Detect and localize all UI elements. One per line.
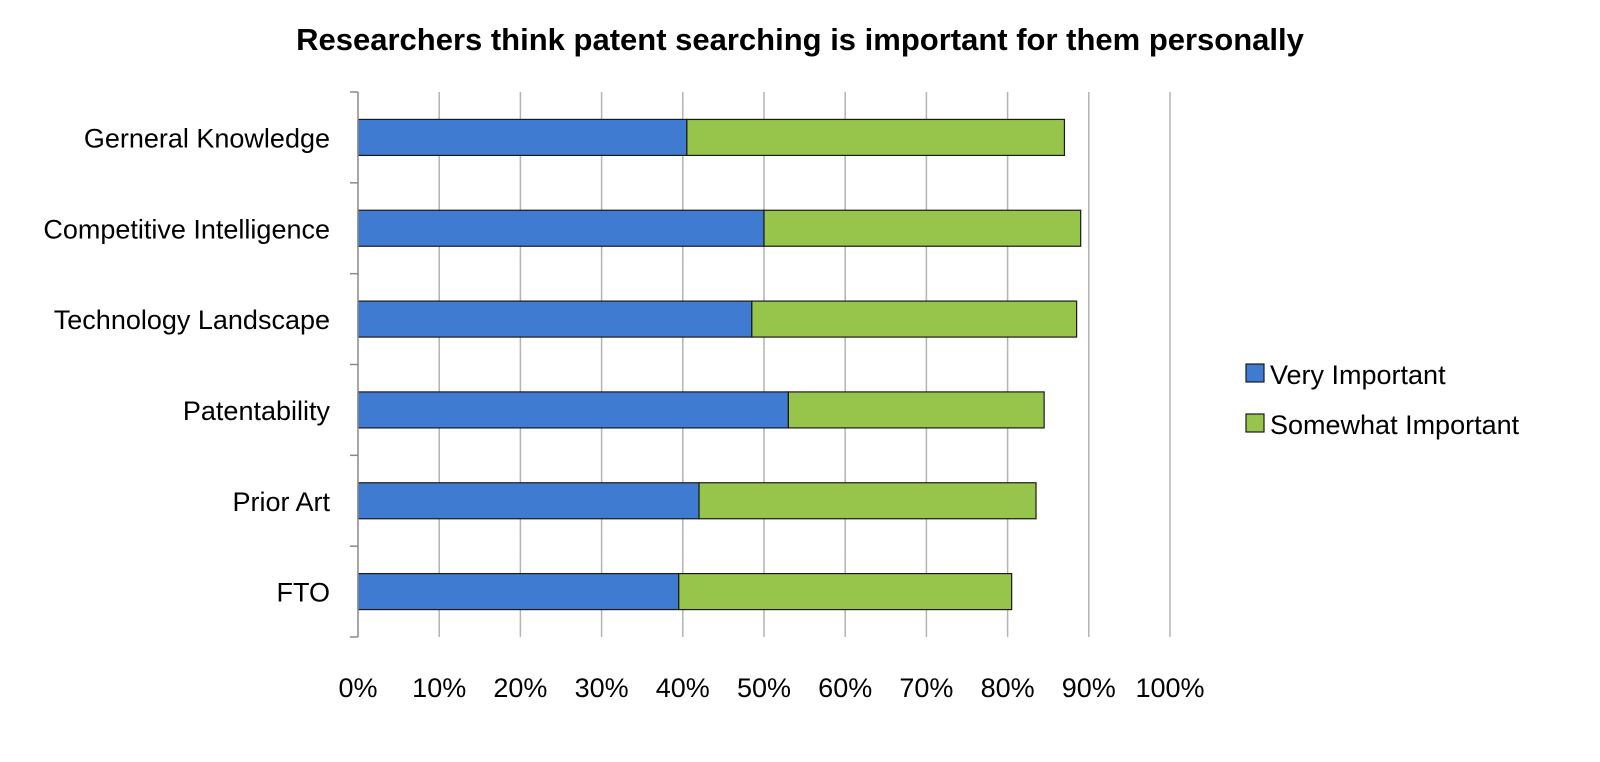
x-tick-label: 50%: [737, 673, 791, 703]
x-tick-label: 70%: [899, 673, 953, 703]
x-tick-label: 100%: [1135, 673, 1204, 703]
category-labels: Gerneral Knowledge Competitive Intelligen…: [43, 123, 330, 607]
category-label: FTO: [277, 578, 331, 608]
bar-very-important: [357, 300, 753, 338]
category-label: Patentability: [183, 396, 331, 426]
bar-somewhat-important: [751, 300, 1078, 338]
legend-swatch: [1245, 363, 1265, 383]
chart-title: Researchers think patent searching is im…: [296, 22, 1304, 57]
bar-somewhat-important: [698, 482, 1037, 520]
x-tick-label: 30%: [575, 673, 629, 703]
x-tick-label: 40%: [656, 673, 710, 703]
legend-label: Very Important: [1270, 360, 1446, 390]
bar-very-important: [357, 391, 789, 429]
bar-very-important: [357, 482, 700, 520]
x-tick-label: 10%: [412, 673, 466, 703]
bar-very-important: [357, 572, 680, 611]
category-label: Technology Landscape: [54, 305, 330, 335]
bar-somewhat-important: [686, 118, 1066, 157]
x-tick-label: 0%: [338, 673, 377, 703]
legend-label: Somewhat Important: [1270, 410, 1520, 440]
category-label: Gerneral Knowledge: [84, 123, 330, 153]
category-label: Competitive Intelligence: [43, 214, 330, 244]
bar-somewhat-important: [678, 572, 1013, 611]
grid-lines: [438, 92, 1171, 637]
legend: Very Important Somewhat Important: [1245, 360, 1520, 440]
category-label: Prior Art: [232, 487, 330, 517]
legend-swatch: [1245, 413, 1265, 433]
y-axis: [350, 91, 359, 638]
bar-somewhat-important: [763, 209, 1082, 247]
x-tick-label: 80%: [981, 673, 1035, 703]
bar-very-important: [357, 118, 688, 157]
bar-somewhat-important: [787, 391, 1045, 429]
x-tick-label: 90%: [1062, 673, 1116, 703]
bar-very-important: [357, 209, 765, 247]
bars: [357, 118, 1082, 611]
x-tick-labels: 0% 10% 20% 30% 40% 50% 60% 70% 80% 90% 100%: [338, 673, 1204, 703]
x-tick-label: 60%: [818, 673, 872, 703]
x-tick-label: 20%: [493, 673, 547, 703]
